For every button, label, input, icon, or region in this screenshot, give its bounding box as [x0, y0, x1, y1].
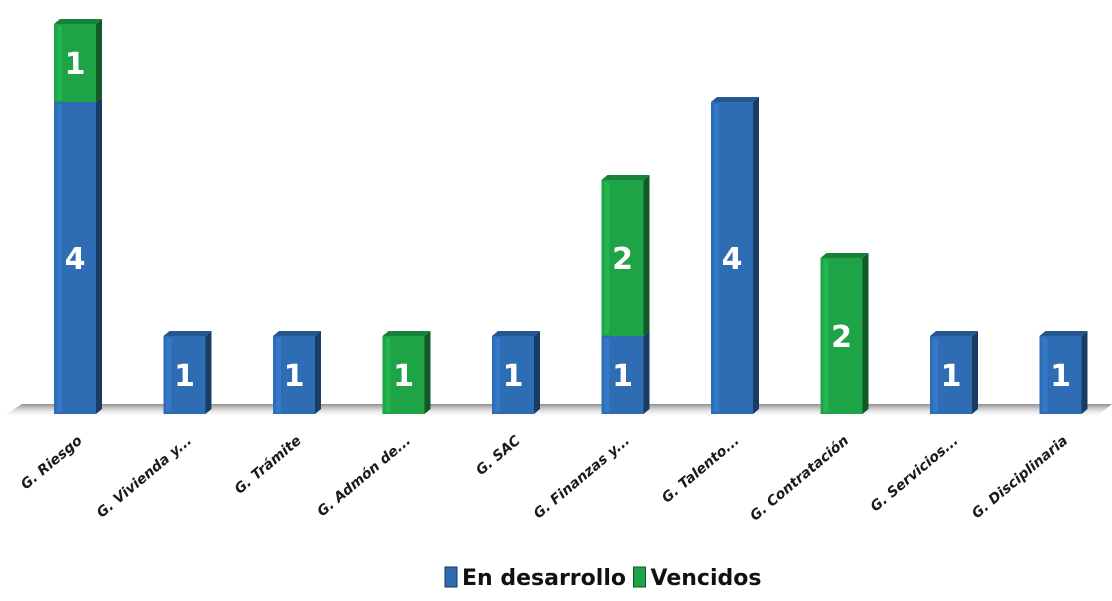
- bar-side-face: [862, 253, 869, 414]
- category-label-g-sac: G. SAC: [473, 432, 524, 478]
- bar-highlight: [1042, 338, 1048, 412]
- category-label-g-servicios: G. Servicios...: [868, 433, 962, 515]
- bar-segment-g-disciplinaria-en-desarrollo: [1039, 331, 1088, 414]
- bar-front-face: [930, 336, 972, 414]
- bar-segment-g-vivienda-y-en-desarrollo: [163, 331, 212, 414]
- category-label-g-talento: G. Talento...: [659, 433, 742, 507]
- bar-segment-g-tramite-en-desarrollo: [273, 331, 321, 414]
- bar-top-face: [601, 175, 650, 180]
- bar-front-face: [820, 258, 863, 414]
- bar-segment-g-riesgo-en-desarrollo: [54, 97, 102, 414]
- bar-highlight: [385, 338, 391, 412]
- bar-highlight: [604, 182, 610, 334]
- data-label-g-disciplinaria-en-desarrollo: 1: [1050, 359, 1071, 394]
- bar-side-face: [972, 331, 978, 414]
- bar-top-face: [492, 331, 540, 336]
- bar-highlight: [495, 338, 500, 412]
- bar-top-face: [163, 331, 212, 336]
- bar-front-face: [1039, 336, 1082, 414]
- data-label-g-finanzas-y-vencidos: 2: [612, 242, 633, 277]
- bar-front-face: [711, 102, 753, 414]
- bar-segment-g-admon-de-vencidos: [382, 331, 431, 414]
- bar-front-face: [601, 180, 644, 336]
- data-label-g-sac-en-desarrollo: 1: [503, 359, 524, 394]
- bar-segment-g-sac-en-desarrollo: [492, 331, 540, 414]
- category-label-g-admon-de: G. Admón de...: [314, 433, 414, 520]
- bar-front-face: [601, 336, 644, 414]
- bar-side-face: [205, 331, 212, 414]
- legend-swatch-vencidos: [633, 566, 646, 588]
- bar-segment-g-riesgo-vencidos: [54, 19, 102, 102]
- bar-side-face: [753, 97, 759, 414]
- legend-label-en-desarrollo: En desarrollo: [462, 566, 626, 591]
- bar-top-face: [711, 97, 759, 102]
- data-label-g-talento-en-desarrollo: 4: [722, 242, 743, 277]
- bar-front-face: [492, 336, 534, 414]
- bar-top-face: [382, 331, 431, 336]
- data-label-g-tramite-en-desarrollo: 1: [284, 359, 305, 394]
- bar-highlight: [166, 338, 172, 412]
- bar-top-face: [1039, 331, 1088, 336]
- data-label-g-finanzas-y-en-desarrollo: 1: [612, 359, 633, 394]
- legend-label-vencidos: Vencidos: [651, 566, 762, 591]
- bar-top-face: [820, 253, 869, 258]
- bar-top-face: [273, 331, 321, 336]
- bar-highlight: [714, 104, 719, 412]
- bar-side-face: [643, 175, 650, 336]
- data-label-g-vivienda-y-en-desarrollo: 1: [174, 359, 195, 394]
- category-label-g-contratacion: G. Contratación: [747, 433, 852, 525]
- bar-side-face: [96, 19, 102, 102]
- bar-segment-g-servicios-en-desarrollo: [930, 331, 978, 414]
- category-label-g-finanzas-y: G. Finanzas y...: [531, 433, 633, 522]
- bar-highlight: [276, 338, 281, 412]
- bar-segment-g-contratacion-vencidos: [820, 253, 869, 414]
- data-label-g-servicios-en-desarrollo: 1: [941, 359, 962, 394]
- legend-swatch-en-desarrollo: [444, 566, 458, 588]
- bar-segment-g-talento-en-desarrollo: [711, 97, 759, 414]
- legend-item-vencidos: Vencidos: [633, 566, 762, 591]
- bar-highlight: [933, 338, 938, 412]
- data-label-g-contratacion-vencidos: 2: [831, 320, 852, 355]
- bar-side-face: [315, 331, 321, 414]
- bar-side-face: [643, 331, 650, 414]
- category-labels-layer: G. Riesgo G. Vivienda y... G. Trámite G. Ad…: [18, 432, 1071, 524]
- bar-highlight: [57, 104, 62, 412]
- bar-segment-g-finanzas-y-en-desarrollo: [601, 331, 650, 414]
- bar-side-face: [534, 331, 540, 414]
- category-label-g-tramite: G. Trámite: [232, 433, 305, 498]
- bar-front-face: [54, 102, 96, 414]
- legend: En desarrollo Vencidos: [444, 566, 762, 591]
- bar-side-face: [96, 97, 102, 414]
- bar-front-face: [163, 336, 206, 414]
- bar-highlight: [57, 26, 62, 100]
- category-label-g-vivienda-y: G. Vivienda y...: [94, 433, 195, 521]
- bars-layer: 4 1 1 1 1 1 1 2 4 2 1 1: [54, 19, 1088, 414]
- category-label-g-riesgo: G. Riesgo: [18, 433, 86, 494]
- data-label-g-riesgo-en-desarrollo: 4: [65, 242, 86, 277]
- legend-item-en-desarrollo: En desarrollo: [444, 566, 626, 591]
- bar-segment-g-finanzas-y-vencidos: [601, 175, 650, 336]
- category-label-g-disciplinaria: G. Disciplinaria: [969, 433, 1071, 522]
- bar-top-face: [54, 19, 102, 24]
- data-label-g-riesgo-vencidos: 1: [65, 47, 86, 82]
- bar-side-face: [424, 331, 431, 414]
- bar-side-face: [1081, 331, 1088, 414]
- data-label-g-admon-de-vencidos: 1: [393, 359, 414, 394]
- bar-highlight: [823, 260, 829, 412]
- bar-highlight: [604, 338, 610, 412]
- bar-top-face: [930, 331, 978, 336]
- bar-front-face: [273, 336, 315, 414]
- bar-front-face: [382, 336, 425, 414]
- bar-front-face: [54, 24, 96, 102]
